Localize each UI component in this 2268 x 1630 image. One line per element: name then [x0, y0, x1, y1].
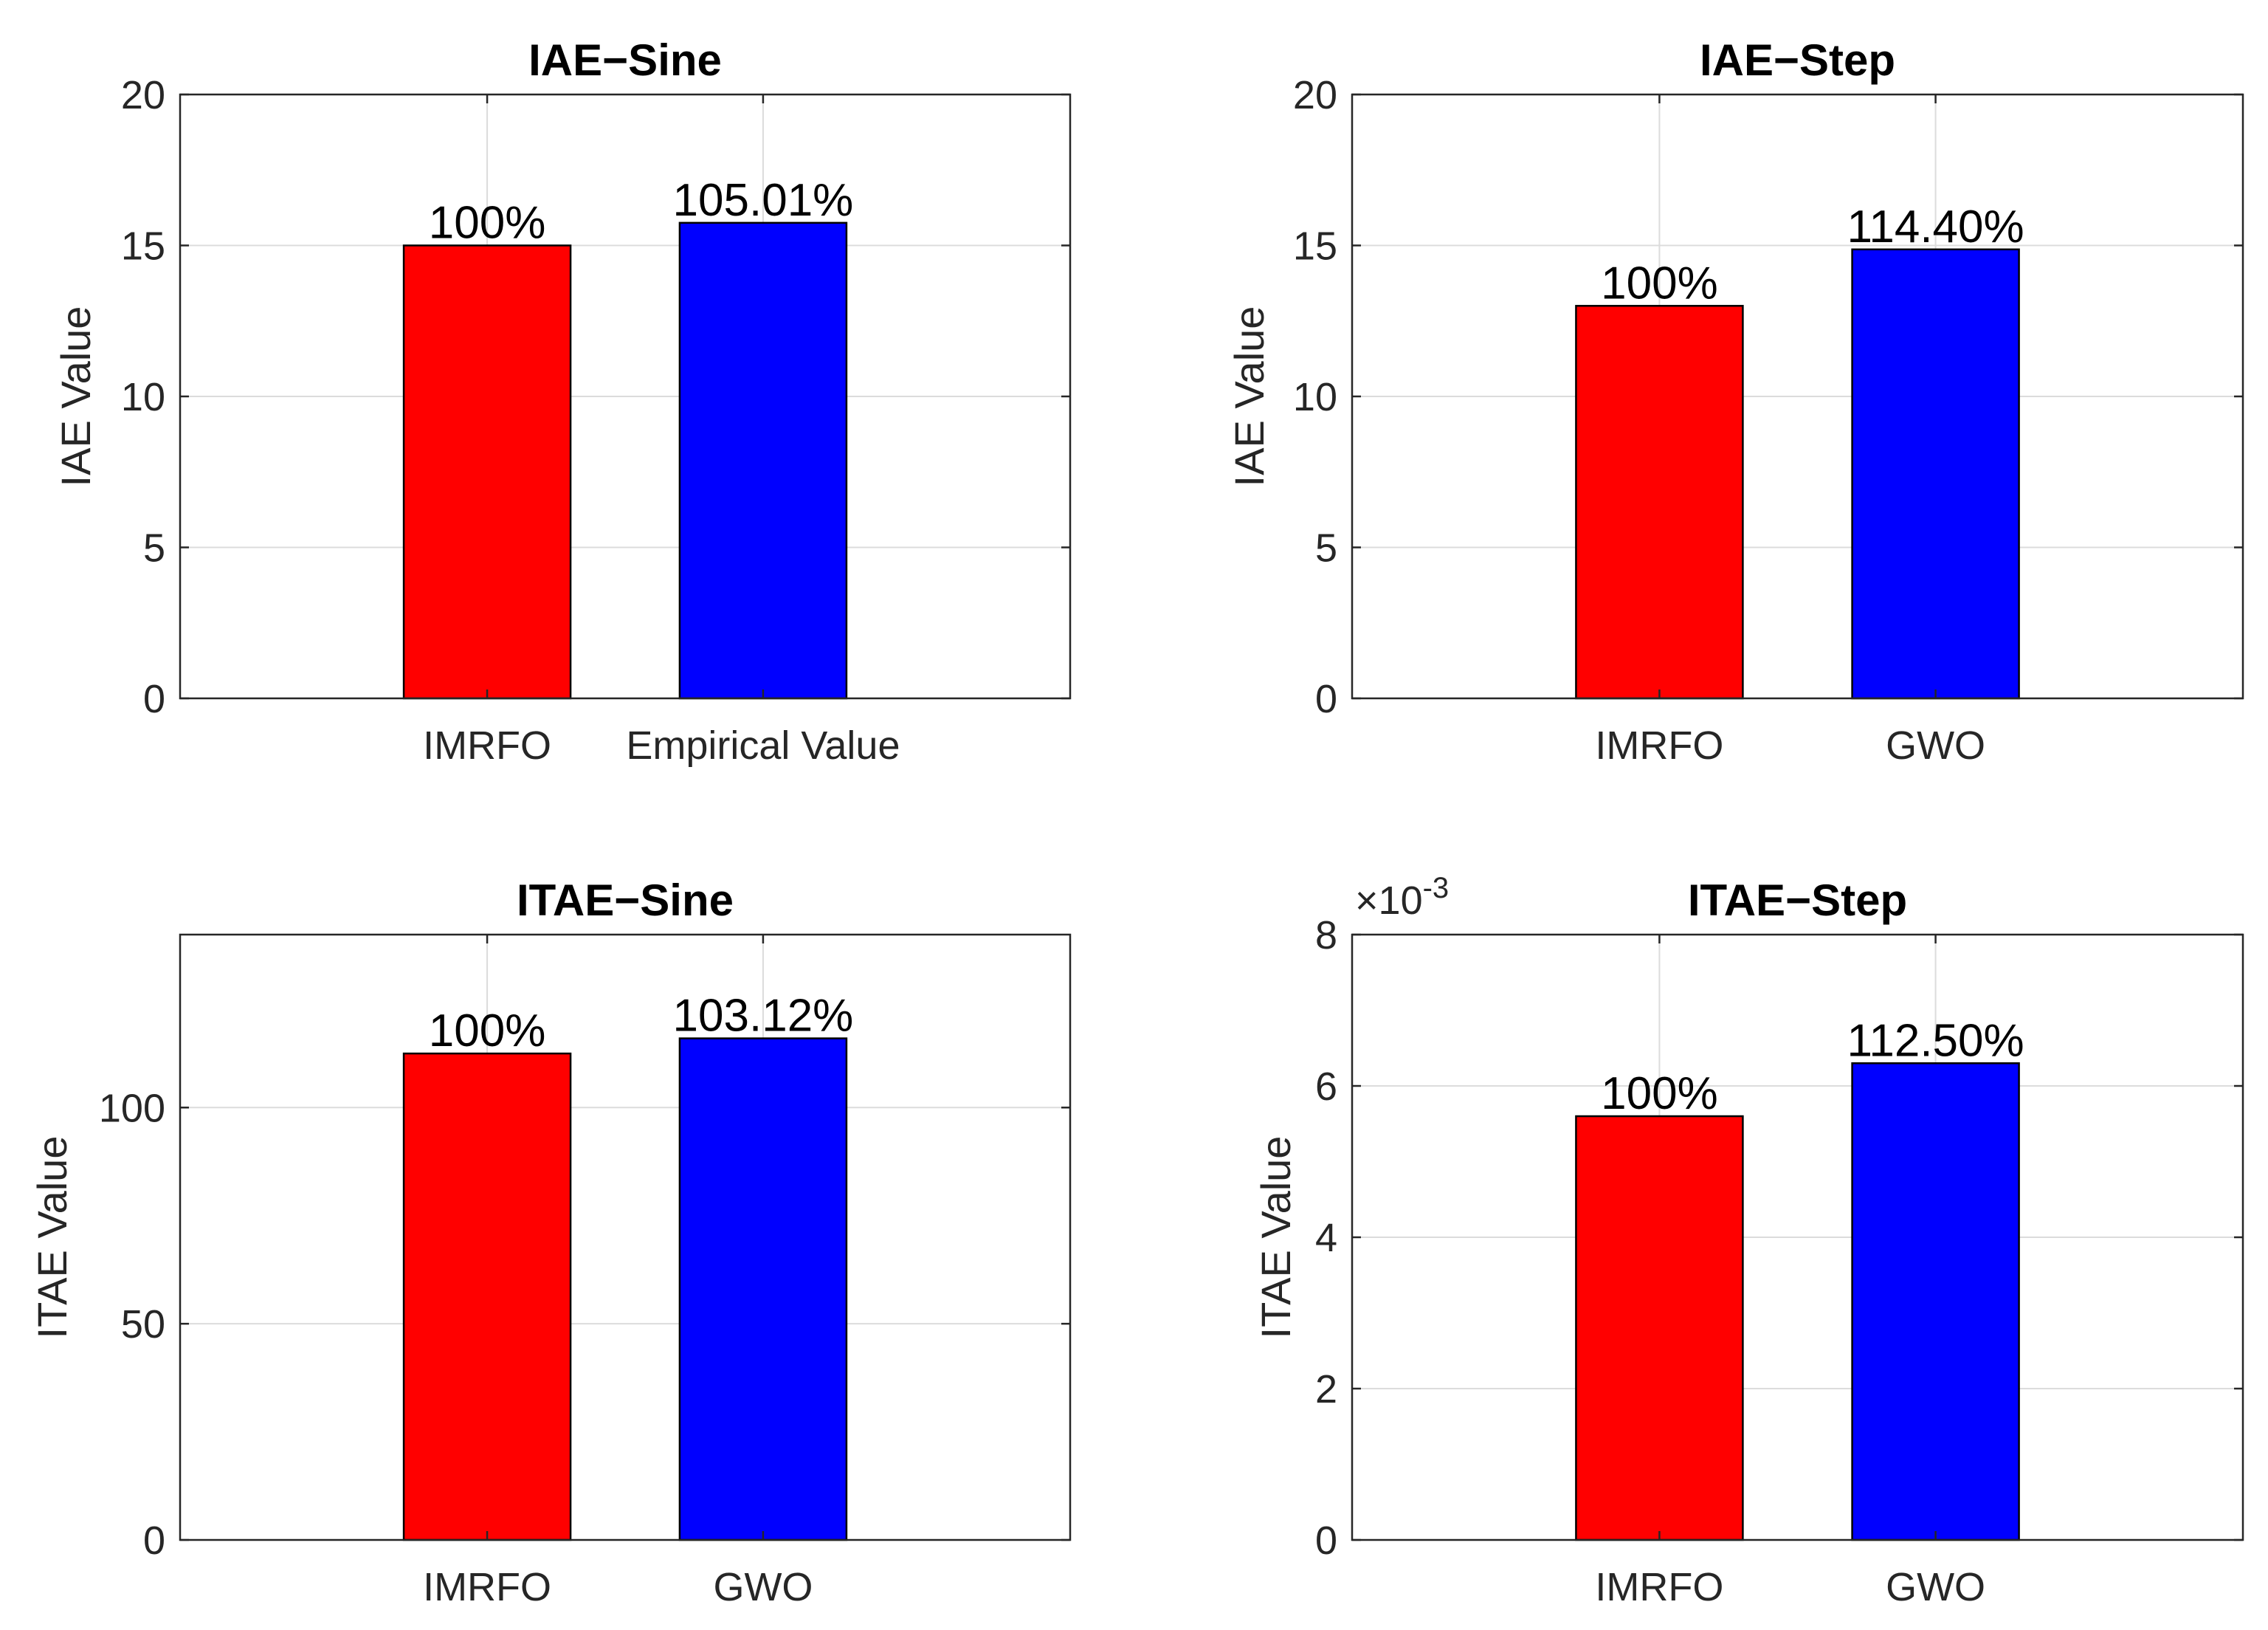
axes-frame: [179, 93, 1072, 700]
data-label: 114.40%: [1847, 202, 2024, 252]
chart-title: ITAE−Step: [1688, 876, 1907, 925]
y-tick-label: 8: [1315, 913, 1337, 957]
x-tick-label: Empirical Value: [626, 723, 900, 768]
x-tick-label: IMRFO: [1595, 1565, 1723, 1609]
x-tick-label: IMRFO: [423, 723, 551, 768]
y-axis-label: ITAE Value: [29, 1136, 75, 1339]
y-tick-label: 20: [1293, 73, 1337, 117]
x-tick-label: IMRFO: [1595, 723, 1723, 768]
y-tick-label: 6: [1315, 1065, 1337, 1109]
y-tick-label: 20: [121, 73, 165, 117]
x-tick-label: IMRFO: [423, 1565, 551, 1609]
chart-panel-3: 0 50 100 IMRFO 100% GWO 103.12% ITAE−Sine ITAE V…: [29, 876, 1072, 1609]
chart-panel-2: 0 5 10 15 20 IMRFO 100% GWO 114.40% IAE−Step IAE V…: [1226, 35, 2244, 768]
data-label: 100%: [429, 198, 546, 249]
chart-panel-1: 0 5 10 15 20 IMRFO 100% Empirical Value 105.01% I…: [52, 35, 1072, 768]
y-tick-label: 10: [1293, 375, 1337, 419]
bar-imrfo: [402, 244, 572, 700]
chart-panel-4: 0 2 4 6 8 IMRFO 100% GWO 112.50% ITAE−Step ITAE Va…: [1252, 872, 2244, 1609]
axes-frame: [1351, 933, 2244, 1541]
data-label: 100%: [1601, 258, 1718, 309]
bar-gwo: [678, 1037, 848, 1541]
x-tick-label: GWO: [1886, 1565, 1985, 1609]
bar-imrfo: [1575, 1115, 1744, 1541]
data-label: 100%: [429, 1005, 546, 1056]
data-label: 103.12%: [673, 991, 854, 1042]
y-tick-label: 0: [143, 677, 165, 721]
x-tick-label: GWO: [1886, 723, 1985, 768]
y-tick-label: 0: [1315, 1519, 1337, 1563]
y-tick-label: 2: [1315, 1367, 1337, 1411]
data-label: 100%: [1601, 1068, 1718, 1119]
data-label: 112.50%: [1847, 1015, 2024, 1066]
y-tick-label: 0: [1315, 677, 1337, 721]
bar-imrfo: [402, 1052, 572, 1541]
chart-title: ITAE−Sine: [517, 876, 734, 925]
data-label: 105.01%: [673, 175, 854, 226]
y-tick-label: 4: [1315, 1216, 1337, 1260]
y-tick-label: 100: [99, 1086, 165, 1130]
bar-gwo: [1851, 248, 2020, 700]
chart-title: IAE−Sine: [528, 35, 722, 85]
bar-gwo: [1851, 1062, 2020, 1541]
y-axis-label: IAE Value: [1226, 306, 1272, 487]
chart-title: IAE−Step: [1700, 35, 1895, 85]
bar-empirical-value: [678, 221, 848, 700]
y-tick-label: 5: [1315, 526, 1337, 571]
bar-imrfo: [1575, 305, 1744, 700]
y-tick-label: 15: [121, 224, 165, 269]
x-tick-label: GWO: [713, 1565, 813, 1609]
y-tick-label: 50: [121, 1302, 165, 1347]
y-tick-label: 10: [121, 375, 165, 419]
y-tick-label: 5: [143, 526, 165, 571]
y-axis-label: ITAE Value: [1252, 1136, 1299, 1339]
axes-frame: [1351, 93, 2244, 700]
y-exponent-label: ×10-3: [1355, 872, 1449, 923]
y-tick-label: 0: [143, 1519, 165, 1563]
axes-frame: [179, 933, 1072, 1541]
y-tick-label: 15: [1293, 224, 1337, 269]
y-axis-label: IAE Value: [52, 306, 99, 487]
